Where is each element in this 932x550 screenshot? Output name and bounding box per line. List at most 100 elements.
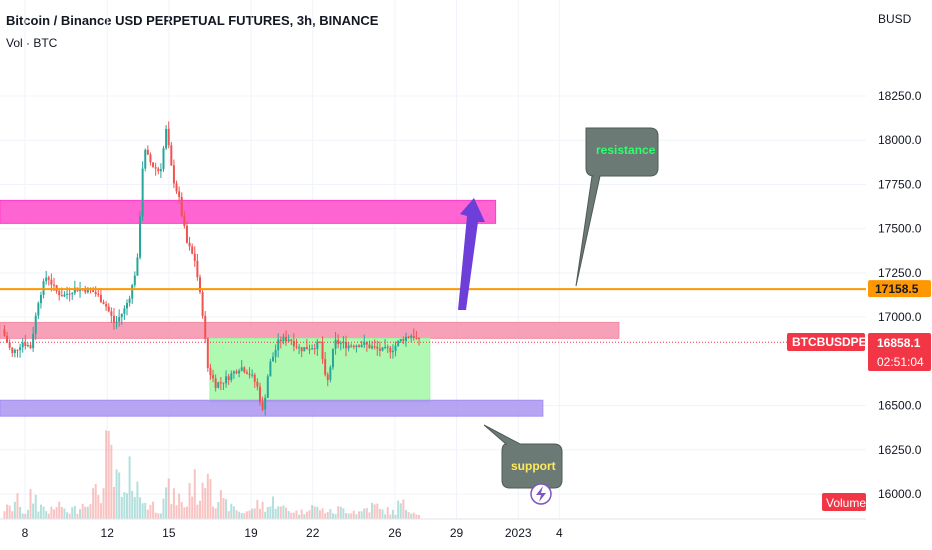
volume-bar xyxy=(404,510,407,519)
symbol-title[interactable]: Bitcoin / Binance USD PERPETUAL FUTURES,… xyxy=(6,13,379,28)
candle-body xyxy=(391,350,394,353)
candles xyxy=(3,121,421,416)
volume-bar xyxy=(324,513,327,519)
candle-body xyxy=(345,341,348,349)
time-tick: 4 xyxy=(556,526,563,540)
candle-body xyxy=(316,341,319,349)
volume-bar xyxy=(389,514,392,519)
green-range[interactable] xyxy=(209,337,431,403)
candle-body xyxy=(251,374,254,376)
price-tick: 16000.0 xyxy=(878,487,922,501)
volume-bar xyxy=(274,508,277,519)
candle-body xyxy=(373,346,376,348)
candle-body xyxy=(52,284,55,286)
support-callout[interactable]: support xyxy=(483,424,563,489)
volume-bar xyxy=(308,510,311,519)
volume-bar xyxy=(209,478,212,519)
candle-body xyxy=(3,329,6,336)
candle-body xyxy=(282,336,285,342)
candle-body xyxy=(188,242,191,247)
candle-body xyxy=(397,341,400,346)
volume-bar xyxy=(371,502,374,519)
volume-bar xyxy=(8,505,11,519)
volume-bar xyxy=(261,501,264,519)
volume-bar xyxy=(159,513,162,519)
volume-bar xyxy=(347,513,350,519)
volume-bar xyxy=(285,507,288,519)
candle-body xyxy=(285,336,288,342)
candle-body xyxy=(196,260,199,278)
volume-bar xyxy=(363,508,366,519)
volume-bar xyxy=(136,481,139,519)
candle-body xyxy=(347,345,350,349)
candle-body xyxy=(47,277,50,280)
candle-body xyxy=(311,348,314,350)
volume-bar xyxy=(24,513,27,519)
candle-body xyxy=(243,367,246,373)
volume-bar xyxy=(277,506,280,519)
candle-body xyxy=(232,371,235,374)
volume-bar xyxy=(131,490,134,519)
volume-bar xyxy=(222,498,225,519)
symbol-price-tag[interactable]: BTCBUSDPERP xyxy=(787,333,883,351)
volume-bar xyxy=(225,499,228,519)
candle-body xyxy=(19,347,22,351)
volume-bar xyxy=(63,508,66,519)
candle-body xyxy=(334,339,337,349)
zones xyxy=(0,199,620,417)
candle-body xyxy=(193,253,196,261)
candle-body xyxy=(136,257,139,276)
candle-body xyxy=(159,169,162,172)
candle-body xyxy=(418,337,421,339)
resistance-callout[interactable]: resistance xyxy=(575,127,659,287)
lightning-alert-icon[interactable] xyxy=(530,483,552,505)
volume-bar xyxy=(191,496,194,519)
upper-magenta-zone[interactable] xyxy=(0,199,497,224)
up-arrow[interactable] xyxy=(458,198,485,310)
candle-body xyxy=(313,348,316,350)
volume-bar xyxy=(139,497,142,519)
candle-body xyxy=(240,367,243,371)
candle-body xyxy=(264,397,267,410)
volume-bar xyxy=(13,501,16,519)
volume-bar xyxy=(42,506,45,519)
volume-bar xyxy=(154,512,157,519)
candle-body xyxy=(112,315,115,323)
volume-bar xyxy=(97,494,100,519)
time-tick: 29 xyxy=(450,526,464,540)
purple-zone[interactable] xyxy=(0,399,544,417)
price-tick: 17750.0 xyxy=(878,177,922,191)
candle-body xyxy=(6,335,9,343)
candle-body xyxy=(154,167,157,169)
candle-body xyxy=(295,346,298,348)
volume-bar xyxy=(152,501,155,519)
volume-badge[interactable]: Volume xyxy=(822,493,866,511)
volume-indicator-label[interactable]: Vol · BTC xyxy=(6,36,58,50)
price-tick: 16250.0 xyxy=(878,443,922,457)
candle-body xyxy=(191,246,194,254)
time-axis-ticks: 8 12 15 19 22 26 29 2023 4 xyxy=(22,526,563,540)
candle-body xyxy=(305,347,308,350)
horizontal-line-tag[interactable]: 17158.5 xyxy=(868,280,931,298)
candle-body xyxy=(227,376,230,380)
candle-body xyxy=(212,375,215,379)
candle-body xyxy=(209,367,212,376)
current-price-tag[interactable]: 16858.1 02:51:04 xyxy=(868,333,931,371)
pink-zone[interactable] xyxy=(0,321,620,339)
candle-body xyxy=(277,339,280,351)
candle-body xyxy=(125,302,128,309)
volume-bar xyxy=(331,513,334,519)
volume-bar xyxy=(125,493,128,519)
price-axis-bg[interactable] xyxy=(866,0,932,550)
price-tick: 18250.0 xyxy=(878,89,922,103)
candle-body xyxy=(279,339,282,342)
volume-bar xyxy=(410,513,413,519)
volume-bar xyxy=(144,502,147,519)
candle-body xyxy=(407,336,410,338)
volume-bar xyxy=(378,508,381,519)
volume-bar xyxy=(313,506,316,519)
candle-body xyxy=(225,376,228,384)
volume-bar xyxy=(303,514,306,519)
candle-body xyxy=(16,349,19,351)
